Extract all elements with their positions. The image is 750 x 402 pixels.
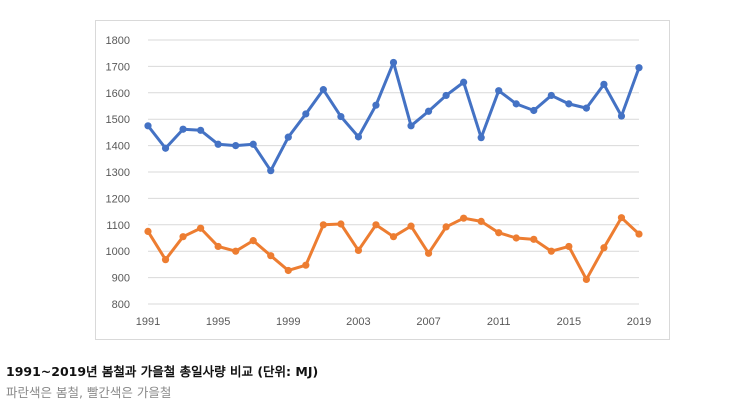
data-point [547,247,555,255]
data-point [197,126,205,134]
x-tick-label: 2019 [627,316,651,328]
data-point [372,101,380,109]
y-tick-label: 1700 [106,61,130,73]
data-point [179,233,187,241]
data-point [249,237,257,245]
x-tick-label: 2003 [346,316,370,328]
data-point [161,144,170,152]
x-tick-label: 1999 [276,316,300,328]
data-point [477,134,485,142]
data-point [144,227,152,235]
data-point [565,100,573,108]
data-point [477,217,485,225]
x-tick-label: 2015 [557,316,581,328]
data-point [354,246,363,255]
data-point [424,107,433,115]
data-point [302,110,310,118]
series-layer [144,58,643,284]
y-tick-label: 1000 [106,246,130,258]
data-point [512,234,520,242]
series-line [146,60,641,173]
data-point [179,125,187,133]
data-point [565,242,573,251]
chart-frame: 800 900 1000 1100 1200 1300 1400 1500 1600 1700 18… [95,20,670,340]
x-tick-label: 2007 [416,316,440,328]
y-tick-label: 1500 [106,114,130,126]
caption-title: 1991~2019년 봄철과 가을철 총일사량 비교 (단위: MJ) [6,364,319,379]
y-tick-label: 1800 [106,35,130,47]
data-point [495,87,503,95]
data-point [249,140,257,148]
data-point [495,229,503,237]
y-tick-label: 800 [112,299,130,311]
data-point [372,221,380,229]
series-1 [144,214,643,284]
data-point [302,261,310,269]
data-point [617,112,626,120]
data-point [232,247,240,255]
data-point [407,222,415,230]
y-tick-label: 1200 [106,193,130,205]
data-point [389,233,398,241]
data-point [161,256,170,264]
grid-lines [148,39,639,305]
data-point [424,249,433,257]
line-chart: 800 900 1000 1100 1200 1300 1400 1500 1600 1700 18… [106,35,652,328]
data-point [635,64,643,72]
series-line [146,216,641,281]
data-point [460,214,468,222]
data-point [337,220,345,228]
y-tick-label: 1300 [106,167,130,179]
data-point [144,122,152,130]
data-point [267,252,275,260]
data-point [547,91,555,100]
y-tick-label: 1100 [106,220,130,232]
y-tick-label: 900 [112,273,130,285]
data-point [530,235,538,243]
data-point [284,133,292,141]
data-point [337,112,345,121]
x-tick-label: 1991 [136,316,160,328]
data-point [319,221,327,229]
data-point [460,78,468,86]
data-point [635,230,643,238]
data-point [530,106,538,115]
y-tick-label: 1400 [106,141,130,153]
data-point [512,100,520,108]
data-point [214,140,222,148]
x-tick-label: 1995 [206,316,230,328]
data-point [582,104,590,112]
data-point [232,142,240,150]
data-point [442,91,450,100]
y-axis-ticks: 800 900 1000 1100 1200 1300 1400 1500 1600 1700 18… [106,35,130,311]
data-point [267,167,275,175]
caption-subtitle: 파란색은 봄철, 빨간색은 가을철 [6,385,172,400]
data-point [319,86,327,94]
data-point [582,275,590,284]
x-axis-ticks: 1991 1995 1999 2003 2007 2011 2015 2019 [136,316,651,328]
series-0 [144,58,643,175]
data-point [214,242,222,251]
data-point [600,244,608,252]
x-tick-label: 2011 [487,316,511,328]
data-point [617,214,626,222]
data-point [407,122,415,130]
data-point [354,133,363,141]
data-point [197,224,205,232]
data-point [284,266,292,275]
data-point [389,58,398,67]
data-point [442,223,450,231]
y-tick-label: 1600 [106,88,130,100]
data-point [600,80,608,88]
